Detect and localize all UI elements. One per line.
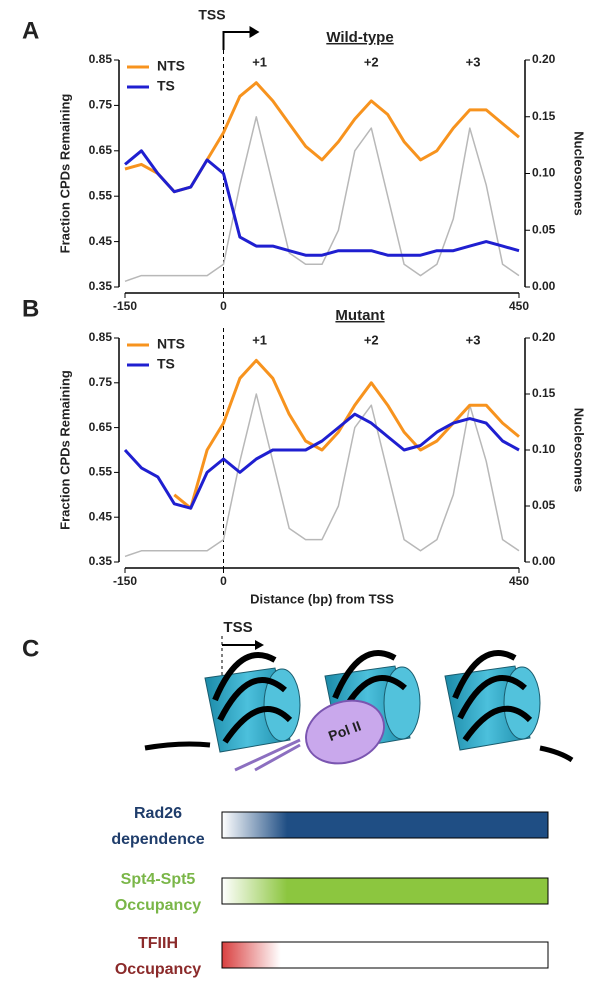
chart-title: Wild-type [326,29,393,46]
series-line [173,358,520,510]
tss-arrow-head [255,640,264,650]
row-label: dependence [111,831,204,848]
y-tick-label: 0.65 [89,420,113,434]
y2-tick-label: 0.10 [532,166,556,180]
peak-label: +1 [252,332,267,347]
rna [234,738,301,772]
y2-tick-label: 0.15 [532,109,556,123]
y2-tick-label: 0.05 [532,498,556,512]
row-label: Rad26 [134,805,182,822]
y2-tick-label: 0.10 [532,442,556,456]
legend-label: TS [157,356,175,372]
y2-tick-label: 0.15 [532,386,556,400]
y-tick-label: 0.35 [89,554,113,568]
y-tick-label: 0.55 [89,188,113,202]
x-axis-label: Distance (bp) from TSS [250,591,394,606]
y-tick-label: 0.45 [89,234,113,248]
rad26-bar [221,811,549,839]
tss-arrow-head [249,26,260,38]
dna [144,741,574,763]
tfiih-bar [221,941,549,969]
peak-label: +1 [252,54,267,69]
panel-label: A [22,17,39,44]
y-tick-label: 0.75 [89,98,113,112]
nucleosome [204,652,301,753]
row-label: Spt4-Spt5 [121,871,196,888]
y-tick-label: 0.85 [89,330,113,344]
legend-label: NTS [157,336,185,352]
y2-tick-label: 0.20 [532,52,556,66]
nucleosome [444,650,541,751]
legend-label: NTS [157,58,185,74]
y2-tick-label: 0.20 [532,330,556,344]
peak-label: +2 [364,332,379,347]
y-tick-label: 0.55 [89,465,113,479]
series-line [124,393,520,558]
y-tick-label: 0.35 [89,279,113,293]
y-axis-label: Fraction CPDs Remaining [57,370,72,530]
panel-label: B [22,295,39,322]
y2-axis-label: Nucleosomes [572,408,587,493]
peak-label: +3 [466,54,481,69]
panel-label: C [22,635,39,662]
chart-title: Mutant [335,307,384,324]
series-line [124,149,520,257]
x-tick-label: 450 [509,574,529,588]
spt-bar [221,877,549,905]
x-tick-label: 450 [509,299,529,313]
row-label: Occupancy [115,897,201,914]
y2-tick-label: 0.00 [532,279,556,293]
series-line [124,116,520,283]
x-tick-label: 0 [220,299,227,313]
y2-tick-label: 0.05 [532,222,556,236]
peak-label: +2 [364,54,379,69]
row-label: Occupancy [115,961,201,978]
x-tick-label: 0 [220,574,227,588]
peak-label: +3 [466,332,481,347]
row-label: TFIIH [138,935,178,952]
y-tick-label: 0.75 [89,375,113,389]
tss-label: TSS [223,619,252,636]
y-tick-label: 0.85 [89,52,113,66]
y-tick-label: 0.65 [89,143,113,157]
series-line [124,81,520,194]
series-line [123,412,520,510]
x-tick-label: -150 [113,299,137,313]
legend-label: TS [157,78,175,94]
y-axis-label: Fraction CPDs Remaining [57,94,72,254]
y-tick-label: 0.45 [89,509,113,523]
tss-arrow [222,31,252,50]
y2-axis-label: Nucleosomes [572,131,587,216]
diagram [144,636,574,969]
x-tick-label: -150 [113,574,137,588]
pol-ii [305,699,385,765]
y2-tick-label: 0.00 [532,554,556,568]
tss-label: TSS [198,7,225,23]
